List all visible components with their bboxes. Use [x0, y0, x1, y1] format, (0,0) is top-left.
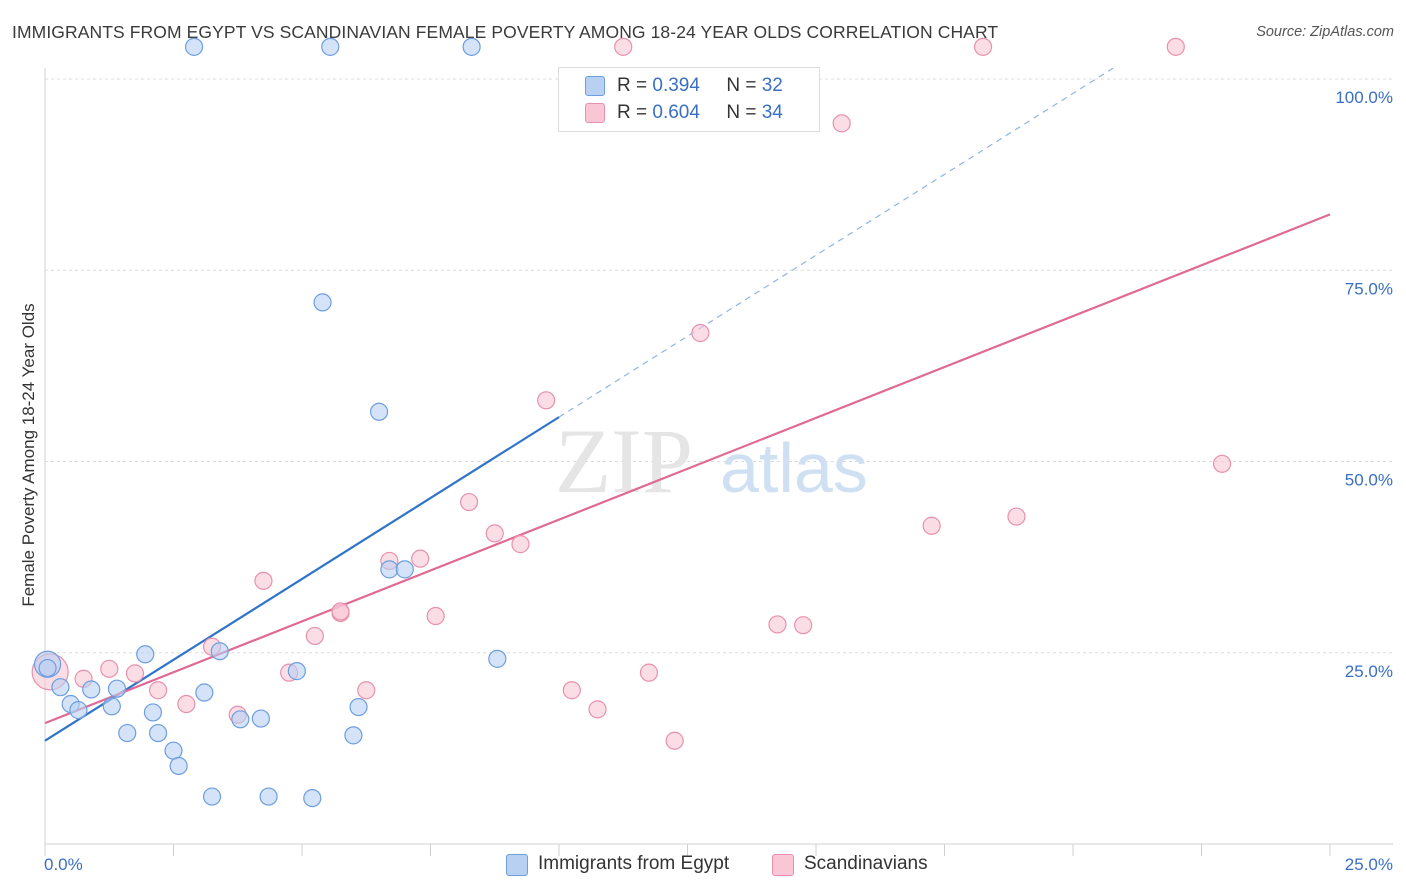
scandinavians-point: [562, 681, 581, 700]
egypt-point: [488, 649, 507, 668]
egypt-point: [148, 723, 168, 743]
scandinavians-point: [331, 602, 350, 621]
legend-scand-swatch: [772, 854, 794, 876]
chart-title: IMMIGRANTS FROM EGYPT VS SCANDINAVIAN FE…: [12, 22, 999, 42]
egypt-r-value: 0.394: [652, 75, 700, 96]
egypt-point: [321, 37, 340, 56]
scand-r-value: 0.604: [652, 102, 700, 123]
points-layer: [31, 37, 1232, 808]
egypt-point: [164, 741, 183, 760]
egypt-point: [184, 37, 204, 56]
scand-r-label: R =: [617, 102, 648, 123]
egypt-point: [210, 642, 229, 661]
egypt-point: [69, 701, 88, 720]
egypt-point: [231, 710, 250, 729]
watermark-zip: ZIP: [555, 410, 693, 512]
egypt-n-label: N =: [726, 75, 757, 96]
legend-egypt-label: Immigrants from Egypt: [538, 853, 730, 874]
scandinavians-trendline: [44, 213, 1331, 725]
scandinavians-point: [922, 516, 941, 535]
scandinavians-point: [832, 114, 851, 133]
scandinavians-point: [411, 549, 430, 568]
egypt-point: [303, 788, 322, 808]
y-tick-label: 75.0%: [1345, 279, 1393, 298]
egypt-point: [395, 560, 414, 579]
egypt-point: [462, 37, 481, 56]
source-label: Source: ZipAtlas.com: [1256, 24, 1394, 40]
scandinavians-point: [148, 681, 168, 700]
trend-layer: [44, 67, 1331, 742]
egypt-point: [344, 726, 363, 745]
y-axis-label: Female Poverty Among 18-24 Year Olds: [19, 303, 38, 606]
egypt-point: [107, 679, 127, 698]
egypt-point: [259, 787, 278, 806]
scandinavians-point: [794, 616, 813, 635]
egypt-trendline: [44, 416, 560, 742]
egypt-point: [380, 560, 399, 579]
scandinavians-point: [665, 731, 684, 750]
y-tick-label: 100.0%: [1335, 88, 1393, 107]
scandinavians-point: [537, 391, 556, 410]
watermark-layer: ZIP atlas: [555, 410, 868, 512]
grid-layer: [45, 78, 1393, 654]
scandinavians-point: [426, 606, 445, 626]
egypt-point: [38, 658, 57, 678]
egypt-point: [143, 703, 163, 722]
x-tick-label-max: 25.0%: [1345, 855, 1393, 874]
scandinavians-point: [459, 492, 479, 512]
stats-legend: R = 0.394 N = 32 R = 0.604 N = 34: [558, 67, 820, 132]
egypt-point: [82, 680, 101, 699]
egypt-point: [102, 697, 121, 716]
scandinavians-point: [305, 626, 324, 646]
scandinavians-point: [691, 323, 710, 343]
scandinavians-point: [125, 664, 145, 683]
scandinavians-point: [639, 663, 659, 682]
scandinavians-point: [357, 681, 376, 700]
legend-egypt-swatch: [506, 854, 528, 876]
scandinavians-point: [177, 694, 196, 714]
egypt-point: [51, 678, 70, 697]
scandinavians-point: [973, 37, 993, 56]
scandinavians-point: [1166, 37, 1185, 56]
scandinavians-point: [485, 524, 504, 543]
scandinavians-point: [614, 37, 633, 56]
egypt-point: [287, 662, 306, 681]
scandinavians-swatch: [585, 103, 605, 123]
egypt-point: [118, 723, 137, 743]
scand-n-label: N =: [726, 102, 757, 123]
scandinavians-point: [511, 535, 530, 554]
watermark-atlas: atlas: [720, 429, 868, 507]
scandinavians-point: [588, 700, 607, 719]
egypt-point: [136, 645, 155, 664]
y-tick-label: 25.0%: [1345, 662, 1393, 681]
egypt-r-label: R =: [617, 75, 648, 96]
label-layer: Female Poverty Among 18-24 Year Olds 0.0…: [19, 88, 1393, 874]
egypt-point: [169, 756, 188, 776]
egypt-point: [349, 697, 368, 717]
y-tick-label: 50.0%: [1345, 471, 1393, 490]
egypt-point: [195, 683, 214, 702]
legend-scand-label: Scandinavians: [804, 853, 928, 874]
scandinavians-point: [1212, 454, 1232, 473]
egypt-point: [251, 709, 270, 728]
scandinavians-point: [254, 571, 273, 590]
scand-n-value: 34: [761, 102, 783, 123]
axis-layer: [44, 68, 1393, 856]
egypt-n-value: 32: [761, 75, 783, 96]
scandinavians-point: [100, 659, 119, 678]
egypt-swatch: [585, 76, 605, 96]
egypt-point: [370, 402, 389, 421]
scandinavians-point: [768, 615, 787, 634]
scandinavians-point: [1007, 507, 1026, 526]
x-tick-label-min: 0.0%: [44, 855, 83, 874]
egypt-point: [313, 293, 332, 312]
egypt-point: [202, 787, 222, 806]
